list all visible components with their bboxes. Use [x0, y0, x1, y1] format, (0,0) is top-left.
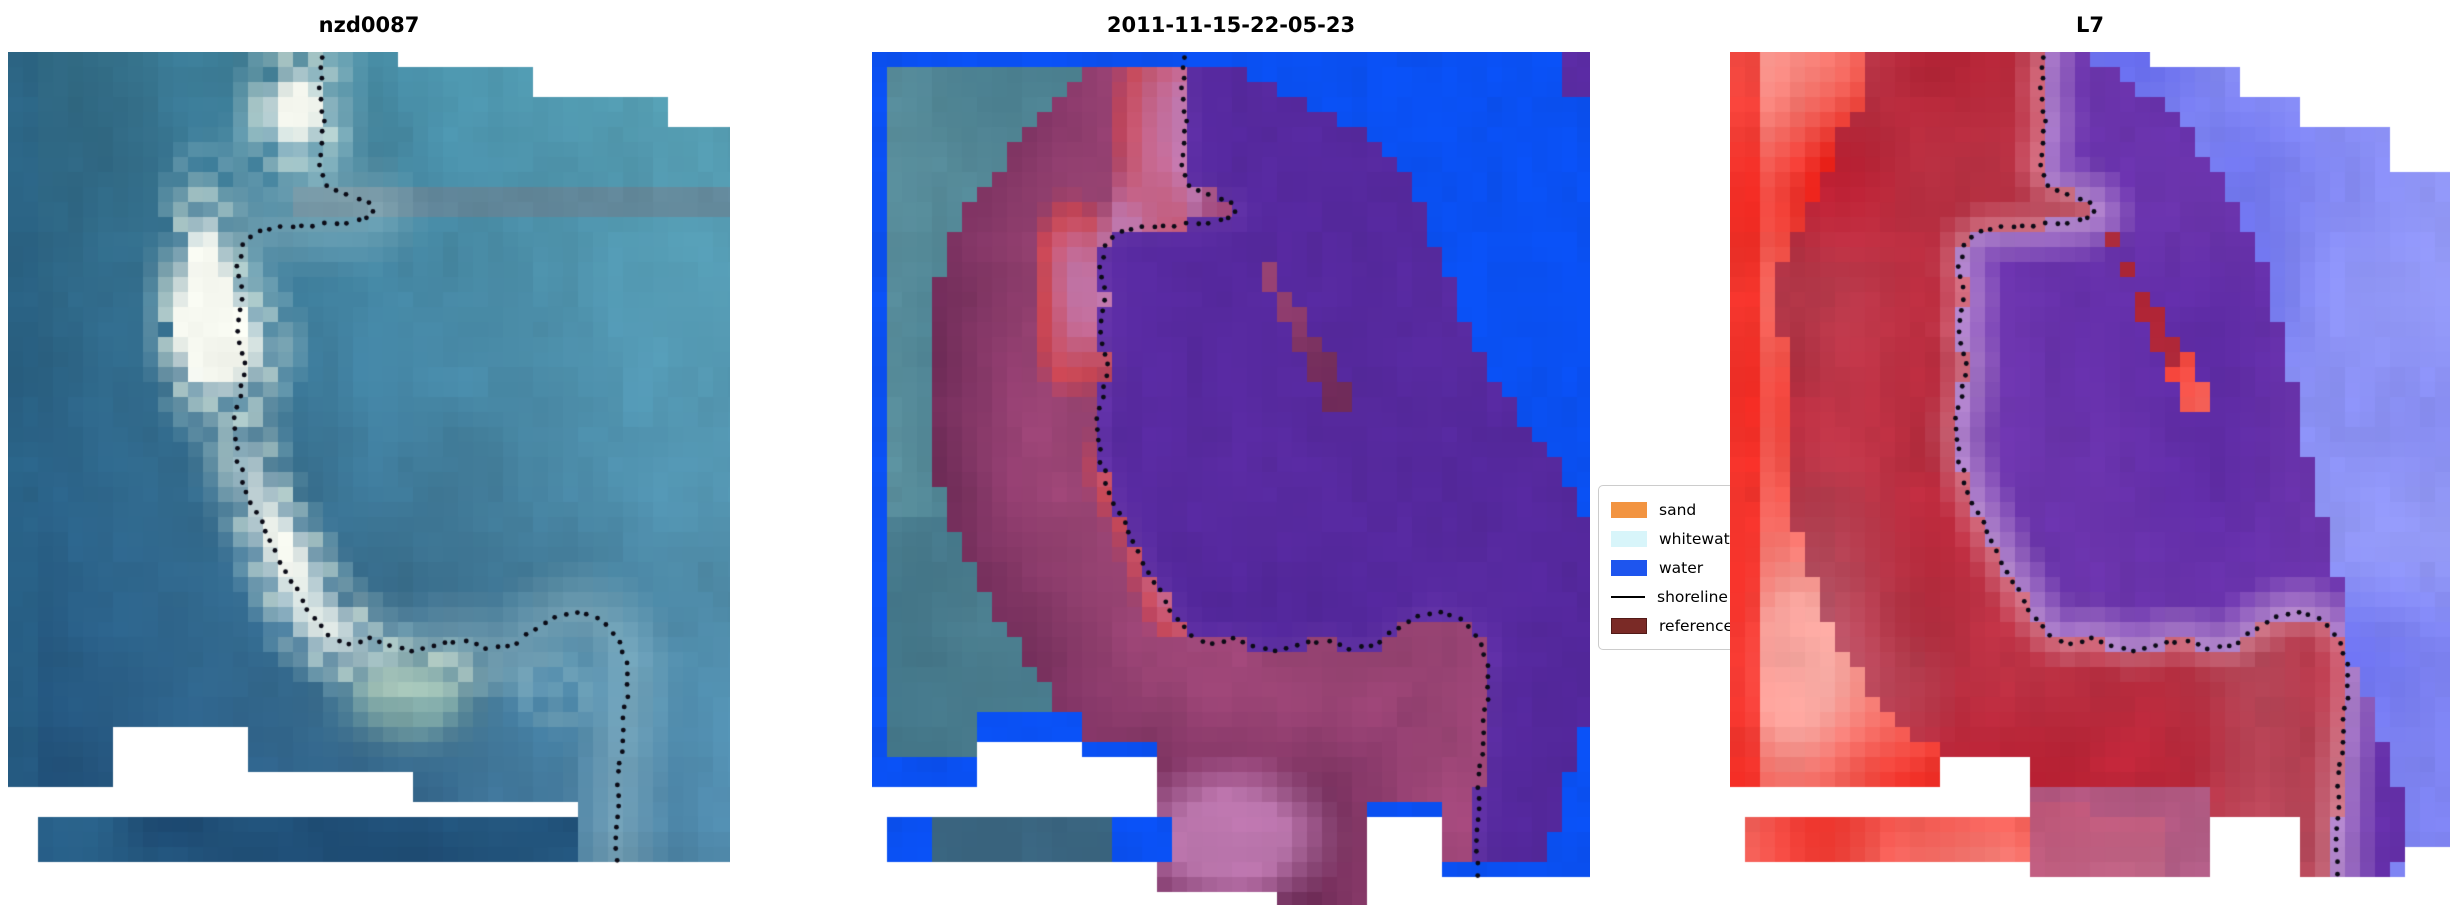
legend-row-sand: sand	[1611, 495, 1821, 524]
legend-row-whitewater: whitewater	[1611, 524, 1821, 553]
water-swatch-icon	[1611, 559, 1647, 576]
sand-swatch-icon	[1611, 501, 1647, 518]
legend-label-sand: sand	[1659, 500, 1697, 519]
panel-title-rgb: nzd0087	[318, 13, 420, 37]
legend-label-whitewater: whitewater	[1659, 529, 1746, 548]
classified-image-canvas	[872, 52, 1590, 905]
l7-image-canvas	[1730, 52, 2450, 905]
panel-classified-image	[872, 52, 1590, 905]
panel-rgb-image	[8, 52, 730, 905]
legend-label-shoreline: shoreline	[1657, 587, 1728, 606]
panel-title-class: 2011-11-15-22-05-23	[1106, 13, 1356, 37]
whitewater-swatch-icon	[1611, 530, 1647, 547]
legend-row-shoreline: shoreline	[1611, 582, 1821, 611]
shoreline-line-icon	[1611, 595, 1645, 598]
panel-title-l7: L7	[2076, 13, 2104, 37]
legend-row-water: water	[1611, 553, 1821, 582]
rgb-image-canvas	[8, 52, 730, 905]
reference-shoreline-swatch-icon	[1611, 617, 1647, 634]
panel-l7-image	[1730, 52, 2450, 905]
legend-label-water: water	[1659, 558, 1704, 577]
